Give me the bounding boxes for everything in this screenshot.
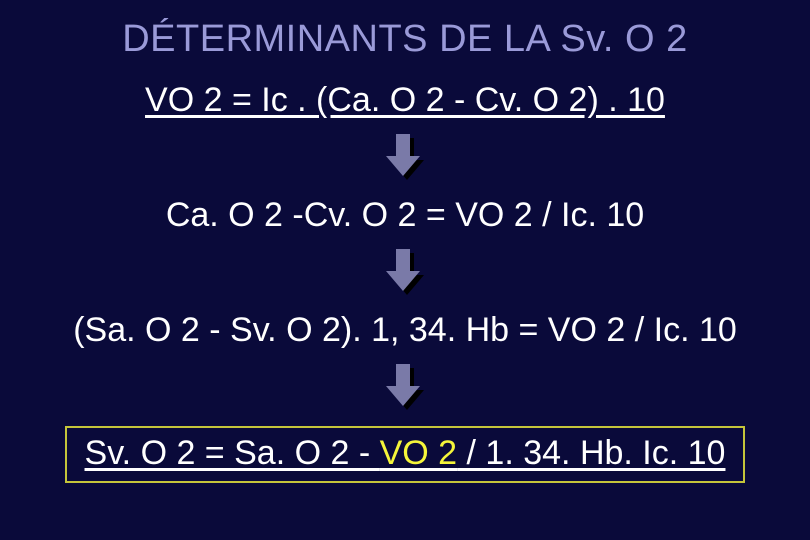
arrow-down-icon — [386, 364, 424, 412]
arrow-down-icon — [386, 249, 424, 297]
equation-4-suffix: / 1. 34. Hb. Ic. 10 — [457, 434, 725, 472]
equation-3: (Sa. O 2 - Sv. O 2). 1, 34. Hb = VO 2 / … — [73, 311, 737, 350]
slide-title: DÉTERMINANTS DE LA Sv. O 2 — [122, 18, 688, 61]
equation-2: Ca. O 2 -Cv. O 2 = VO 2 / Ic. 10 — [166, 196, 644, 235]
equation-4: Sv. O 2 = Sa. O 2 - VO 2 / 1. 34. Hb. Ic… — [85, 434, 726, 473]
equation-4-box: Sv. O 2 = Sa. O 2 - VO 2 / 1. 34. Hb. Ic… — [65, 426, 746, 483]
equation-4-highlight: VO 2 — [380, 434, 457, 472]
slide: DÉTERMINANTS DE LA Sv. O 2 VO 2 = Ic . (… — [0, 0, 810, 540]
arrow-down-icon — [386, 134, 424, 182]
equation-4-prefix: Sv. O 2 = Sa. O 2 - — [85, 434, 380, 472]
equation-1: VO 2 = Ic . (Ca. O 2 - Cv. O 2) . 10 — [145, 81, 665, 120]
